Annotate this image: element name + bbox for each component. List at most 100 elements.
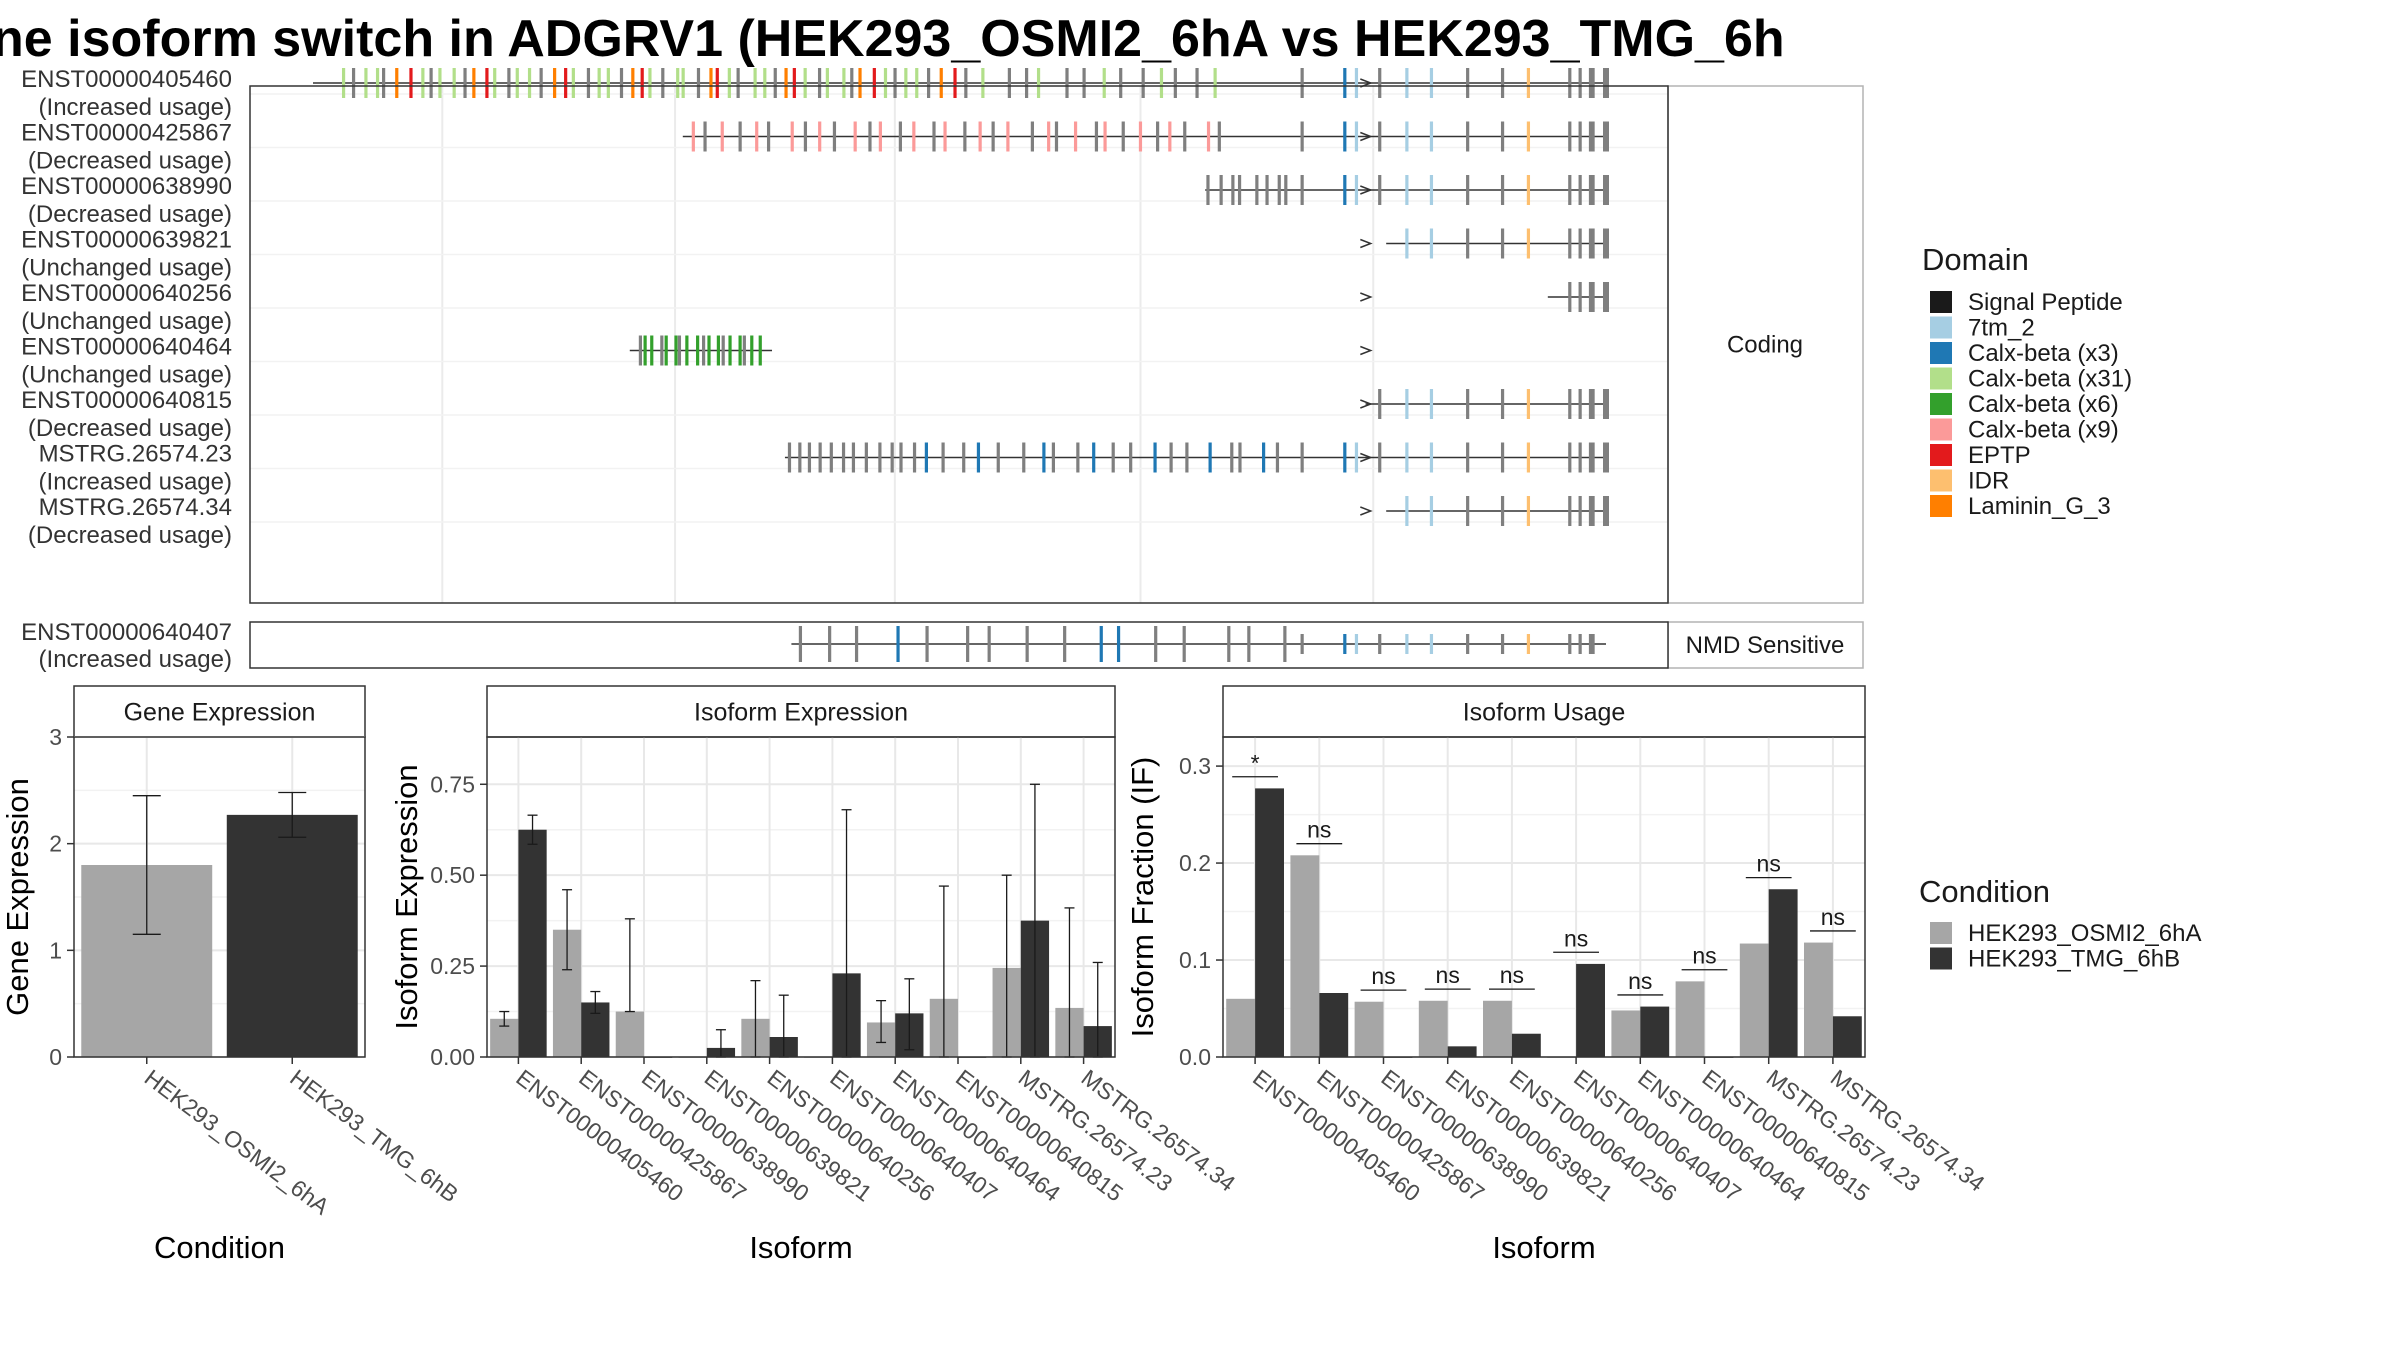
exon-mark [962,442,966,473]
exon-mark [1405,496,1409,526]
exon-mark [1578,121,1582,152]
exon-mark [941,442,945,473]
exon-mark [784,68,788,98]
chart-title-strip [486,685,1116,738]
coding-strip [1667,85,1864,604]
exon-mark [1208,442,1212,473]
significance-label: ns [1821,904,1845,930]
strand-arrow [1360,292,1373,302]
exon-mark [1238,442,1242,473]
isoform-usage-label: (Unchanged usage) [21,308,232,335]
exon-mark [766,121,771,152]
exon-mark [696,335,700,366]
legend-label: Calx-beta (x31) [1968,366,2132,393]
exon-mark [606,68,610,98]
exon-mark [1378,442,1382,473]
exon-mark [1466,634,1470,654]
isoform-id-label: MSTRG.26574.34 [39,494,232,521]
exon-mark [1047,121,1051,152]
isoform-id-label: ENST00000425867 [21,120,232,147]
exon-mark [915,68,919,98]
exon-mark [1154,626,1158,662]
exon-mark [1405,228,1409,259]
exon-mark [964,68,968,98]
exon-mark [1073,121,1078,152]
isoform-usage-label: (Decreased usage) [28,201,232,228]
exon-mark [681,68,685,98]
exon-mark [703,121,707,152]
exon-mark [1354,634,1359,654]
exon-mark [1247,626,1251,662]
exon-mark [1500,121,1505,152]
exon-mark [631,68,635,98]
exon-mark [1354,121,1359,152]
legend-swatch [1930,291,1952,313]
exon-mark [1466,389,1470,419]
strand-arrow [1360,238,1373,249]
exon-mark [987,626,991,662]
exon-mark [1007,68,1011,98]
bar [1319,993,1349,1057]
exon-mark [1284,175,1288,205]
bar [1255,788,1284,1057]
exon-mark [1042,442,1046,473]
exon-mark [1466,175,1470,205]
exon-mark [1591,634,1595,654]
exon-mark [709,68,713,98]
bar [615,1011,644,1057]
legend-label: Calx-beta (x6) [1968,391,2119,418]
exon-mark [364,68,368,98]
bar [1804,942,1833,1057]
exon-mark [798,626,803,662]
exon-mark [721,335,725,366]
exon-mark [1588,175,1593,205]
exon-mark [1206,175,1210,205]
exon-mark [1378,68,1382,98]
exon-mark [1466,496,1470,526]
y-tick-label: 0.0 [1179,1044,1211,1070]
strand-arrow [1360,345,1373,356]
exon-mark [1169,442,1173,473]
bar [1576,963,1605,1057]
y-tick-label: 0.75 [430,771,475,797]
exon-mark [1185,442,1189,473]
exon-mark [1526,389,1531,419]
exon-mark [773,68,777,98]
exon-mark [1568,389,1572,419]
bar [1447,1046,1477,1057]
significance-label: ns [1500,962,1524,988]
exon-mark [1065,68,1069,98]
legend-label: Laminin_G_3 [1968,493,2111,520]
legend-swatch [1930,316,1952,339]
exon-mark [736,68,740,98]
exon-mark [685,335,689,366]
bar [1418,1000,1448,1057]
exon-mark [676,68,680,98]
significance-label: ns [1371,963,1395,989]
exon-mark [1275,442,1280,473]
chart-border [73,736,366,1058]
exon-mark [1030,121,1034,152]
exon-mark [1111,442,1115,473]
exon-mark [1603,175,1609,205]
exon-mark [1213,68,1217,98]
isoform-usage-label: (Increased usage) [39,94,232,121]
exon-mark [1300,634,1304,654]
exon-mark [1578,68,1582,98]
exon-mark [899,442,903,473]
exon-mark [1354,175,1359,205]
exon-mark [864,442,868,473]
bar [1739,943,1769,1057]
exon-mark [1578,442,1582,473]
exon-mark [898,121,902,152]
exon-mark [696,68,701,98]
exon-mark [1578,282,1582,312]
exon-mark [1063,626,1067,662]
exon-mark [829,442,833,473]
isoform-id-label: MSTRG.26574.23 [39,441,232,468]
exon-mark [1343,121,1347,152]
exon-mark [1300,175,1304,205]
isoform-id-label: ENST00000405460 [21,66,232,93]
